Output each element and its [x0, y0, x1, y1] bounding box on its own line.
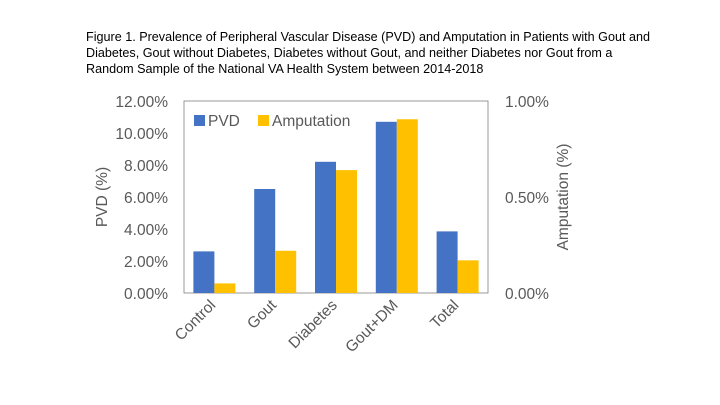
amputation-bar-gout	[275, 250, 297, 293]
pvd-bar-control	[193, 251, 215, 293]
x-tick-label: Diabetes	[286, 297, 341, 352]
legend-label-amputation: Amputation	[272, 113, 350, 130]
y-tick-label: 10.00%	[115, 126, 168, 143]
amputation-bar-diabetes	[336, 170, 357, 293]
legend-label-pvd: PVD	[208, 113, 240, 130]
y2-tick-label: 1.00%	[505, 94, 549, 111]
x-tick-label: Gout	[244, 296, 280, 332]
y-tick-label: 6.00%	[124, 190, 168, 207]
figure-caption: Figure 1. Prevalence of Peripheral Vascu…	[86, 29, 686, 77]
y-tick-label: 4.00%	[124, 222, 168, 239]
pvd-bar-diabetes	[315, 161, 336, 293]
x-tick-label: Gout+DM	[342, 297, 401, 356]
legend-swatch-pvd	[194, 115, 205, 126]
y2-tick-label: 0.00%	[505, 286, 549, 303]
legend-swatch-amputation	[258, 115, 269, 126]
caption-line-1: Figure 1. Prevalence of Peripheral Vascu…	[86, 30, 650, 44]
caption-line-3: Random Sample of the National VA Health …	[86, 62, 484, 76]
pvd-bar-gout-dm	[375, 121, 397, 293]
x-tick-label: Control	[172, 297, 219, 344]
amputation-bar-total	[457, 260, 479, 293]
x-tick-label: Total	[427, 297, 462, 332]
y-tick-label: 8.00%	[124, 158, 168, 175]
y2-tick-label: 0.50%	[505, 190, 549, 207]
y-tick-label: 0.00%	[124, 286, 168, 303]
pvd-bar-total	[436, 231, 458, 293]
y-axis-title: PVD (%)	[94, 167, 111, 227]
amputation-bar-gout-dm	[396, 119, 418, 294]
caption-line-2: Diabetes, Gout without Diabetes, Diabete…	[86, 46, 613, 60]
y-tick-label: 2.00%	[124, 254, 168, 271]
y2-axis-title: Amputation (%)	[555, 144, 572, 251]
y-tick-label: 12.00%	[115, 94, 168, 111]
amputation-bar-control	[214, 283, 236, 293]
pvd-bar-gout	[254, 189, 276, 293]
